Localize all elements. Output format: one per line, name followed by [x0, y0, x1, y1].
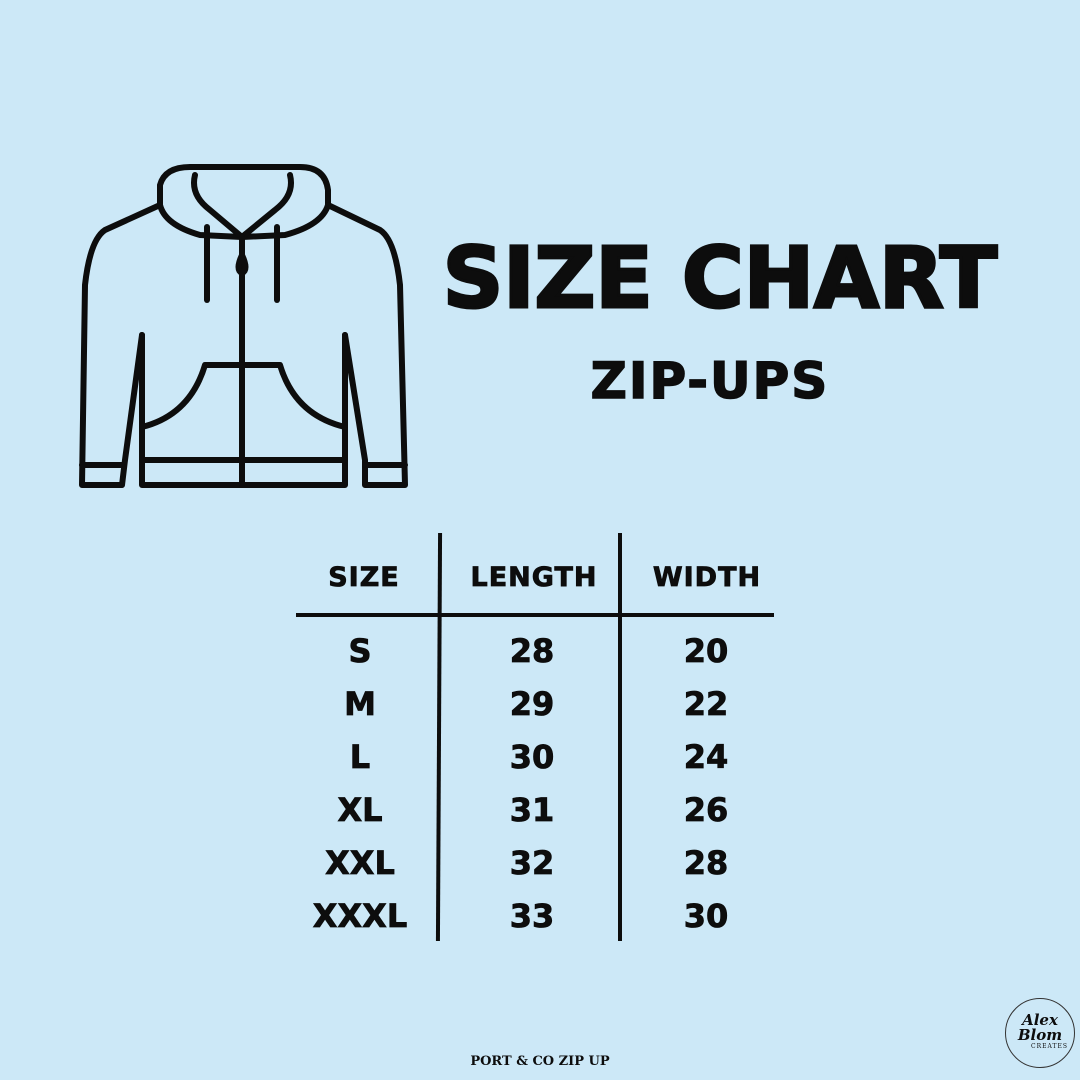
- width-cell: 30: [683, 897, 729, 936]
- size-cell: M: [344, 685, 377, 724]
- column-divider: [435, 532, 443, 942]
- length-cell: 32: [509, 844, 555, 883]
- length-cell: 29: [509, 685, 555, 724]
- length-cell: 31: [509, 791, 555, 830]
- width-cell: 22: [683, 685, 729, 724]
- header-length: LENGTH: [470, 562, 598, 594]
- page-title: SIZE CHART: [441, 228, 998, 329]
- column-divider: [618, 533, 622, 941]
- width-cell: 24: [683, 738, 729, 777]
- size-cell: L: [349, 738, 371, 777]
- header-size: SIZE: [328, 562, 400, 594]
- size-cell: XXL: [325, 844, 396, 883]
- header-width: WIDTH: [652, 562, 762, 594]
- footer-label: PORT & CO ZIP UP: [470, 1054, 610, 1069]
- width-cell: 26: [683, 791, 729, 830]
- logo-line3: CREATES: [1031, 1043, 1068, 1050]
- page-subtitle: ZIP-UPS: [590, 351, 830, 411]
- length-cell: 33: [509, 897, 555, 936]
- size-cell: XL: [337, 791, 383, 830]
- length-cell: 30: [509, 738, 555, 777]
- width-cell: 28: [683, 844, 729, 883]
- width-cell: 20: [683, 632, 729, 671]
- size-cell: S: [348, 632, 372, 671]
- header-divider: [296, 613, 774, 617]
- size-cell: XXXL: [312, 897, 408, 936]
- logo-line1: Alex: [1022, 1011, 1058, 1029]
- brand-logo: Alex Blom CREATES: [1005, 998, 1075, 1068]
- logo-line2: Blom: [1017, 1026, 1063, 1044]
- zip-hoodie-icon: [79, 164, 408, 488]
- length-cell: 28: [509, 632, 555, 671]
